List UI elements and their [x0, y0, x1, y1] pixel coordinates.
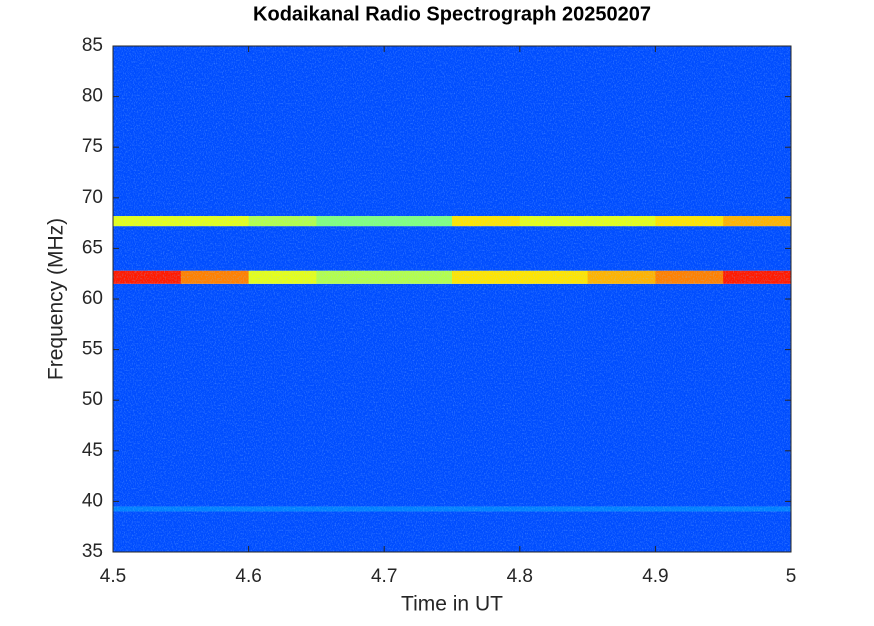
y-tick-label: 45: [82, 440, 103, 461]
noise-texture: [113, 46, 791, 552]
y-tick-label: 60: [82, 288, 103, 309]
y-tick-label: 65: [82, 237, 103, 258]
y-axis-label: Frequency (MHz): [45, 218, 68, 380]
y-tick-label: 40: [82, 490, 103, 511]
x-tick-label: 4.7: [371, 566, 397, 587]
x-tick-label: 5: [786, 566, 797, 587]
x-tick-label: 4.5: [100, 566, 126, 587]
y-tick-label: 55: [82, 339, 103, 360]
x-tick-label: 4.6: [235, 566, 261, 587]
x-tick-label: 4.8: [507, 566, 533, 587]
y-tick-label: 85: [82, 35, 103, 56]
y-tick-label: 35: [82, 541, 103, 562]
y-tick-label: 50: [82, 389, 103, 410]
y-tick-label: 75: [82, 136, 103, 157]
y-tick-label: 80: [82, 86, 103, 107]
y-tick-label: 70: [82, 187, 103, 208]
x-tick-label: 4.9: [642, 566, 668, 587]
chart-title: Kodaikanal Radio Spectrograph 20250207: [253, 3, 651, 25]
x-axis-label: Time in UT: [401, 593, 503, 616]
